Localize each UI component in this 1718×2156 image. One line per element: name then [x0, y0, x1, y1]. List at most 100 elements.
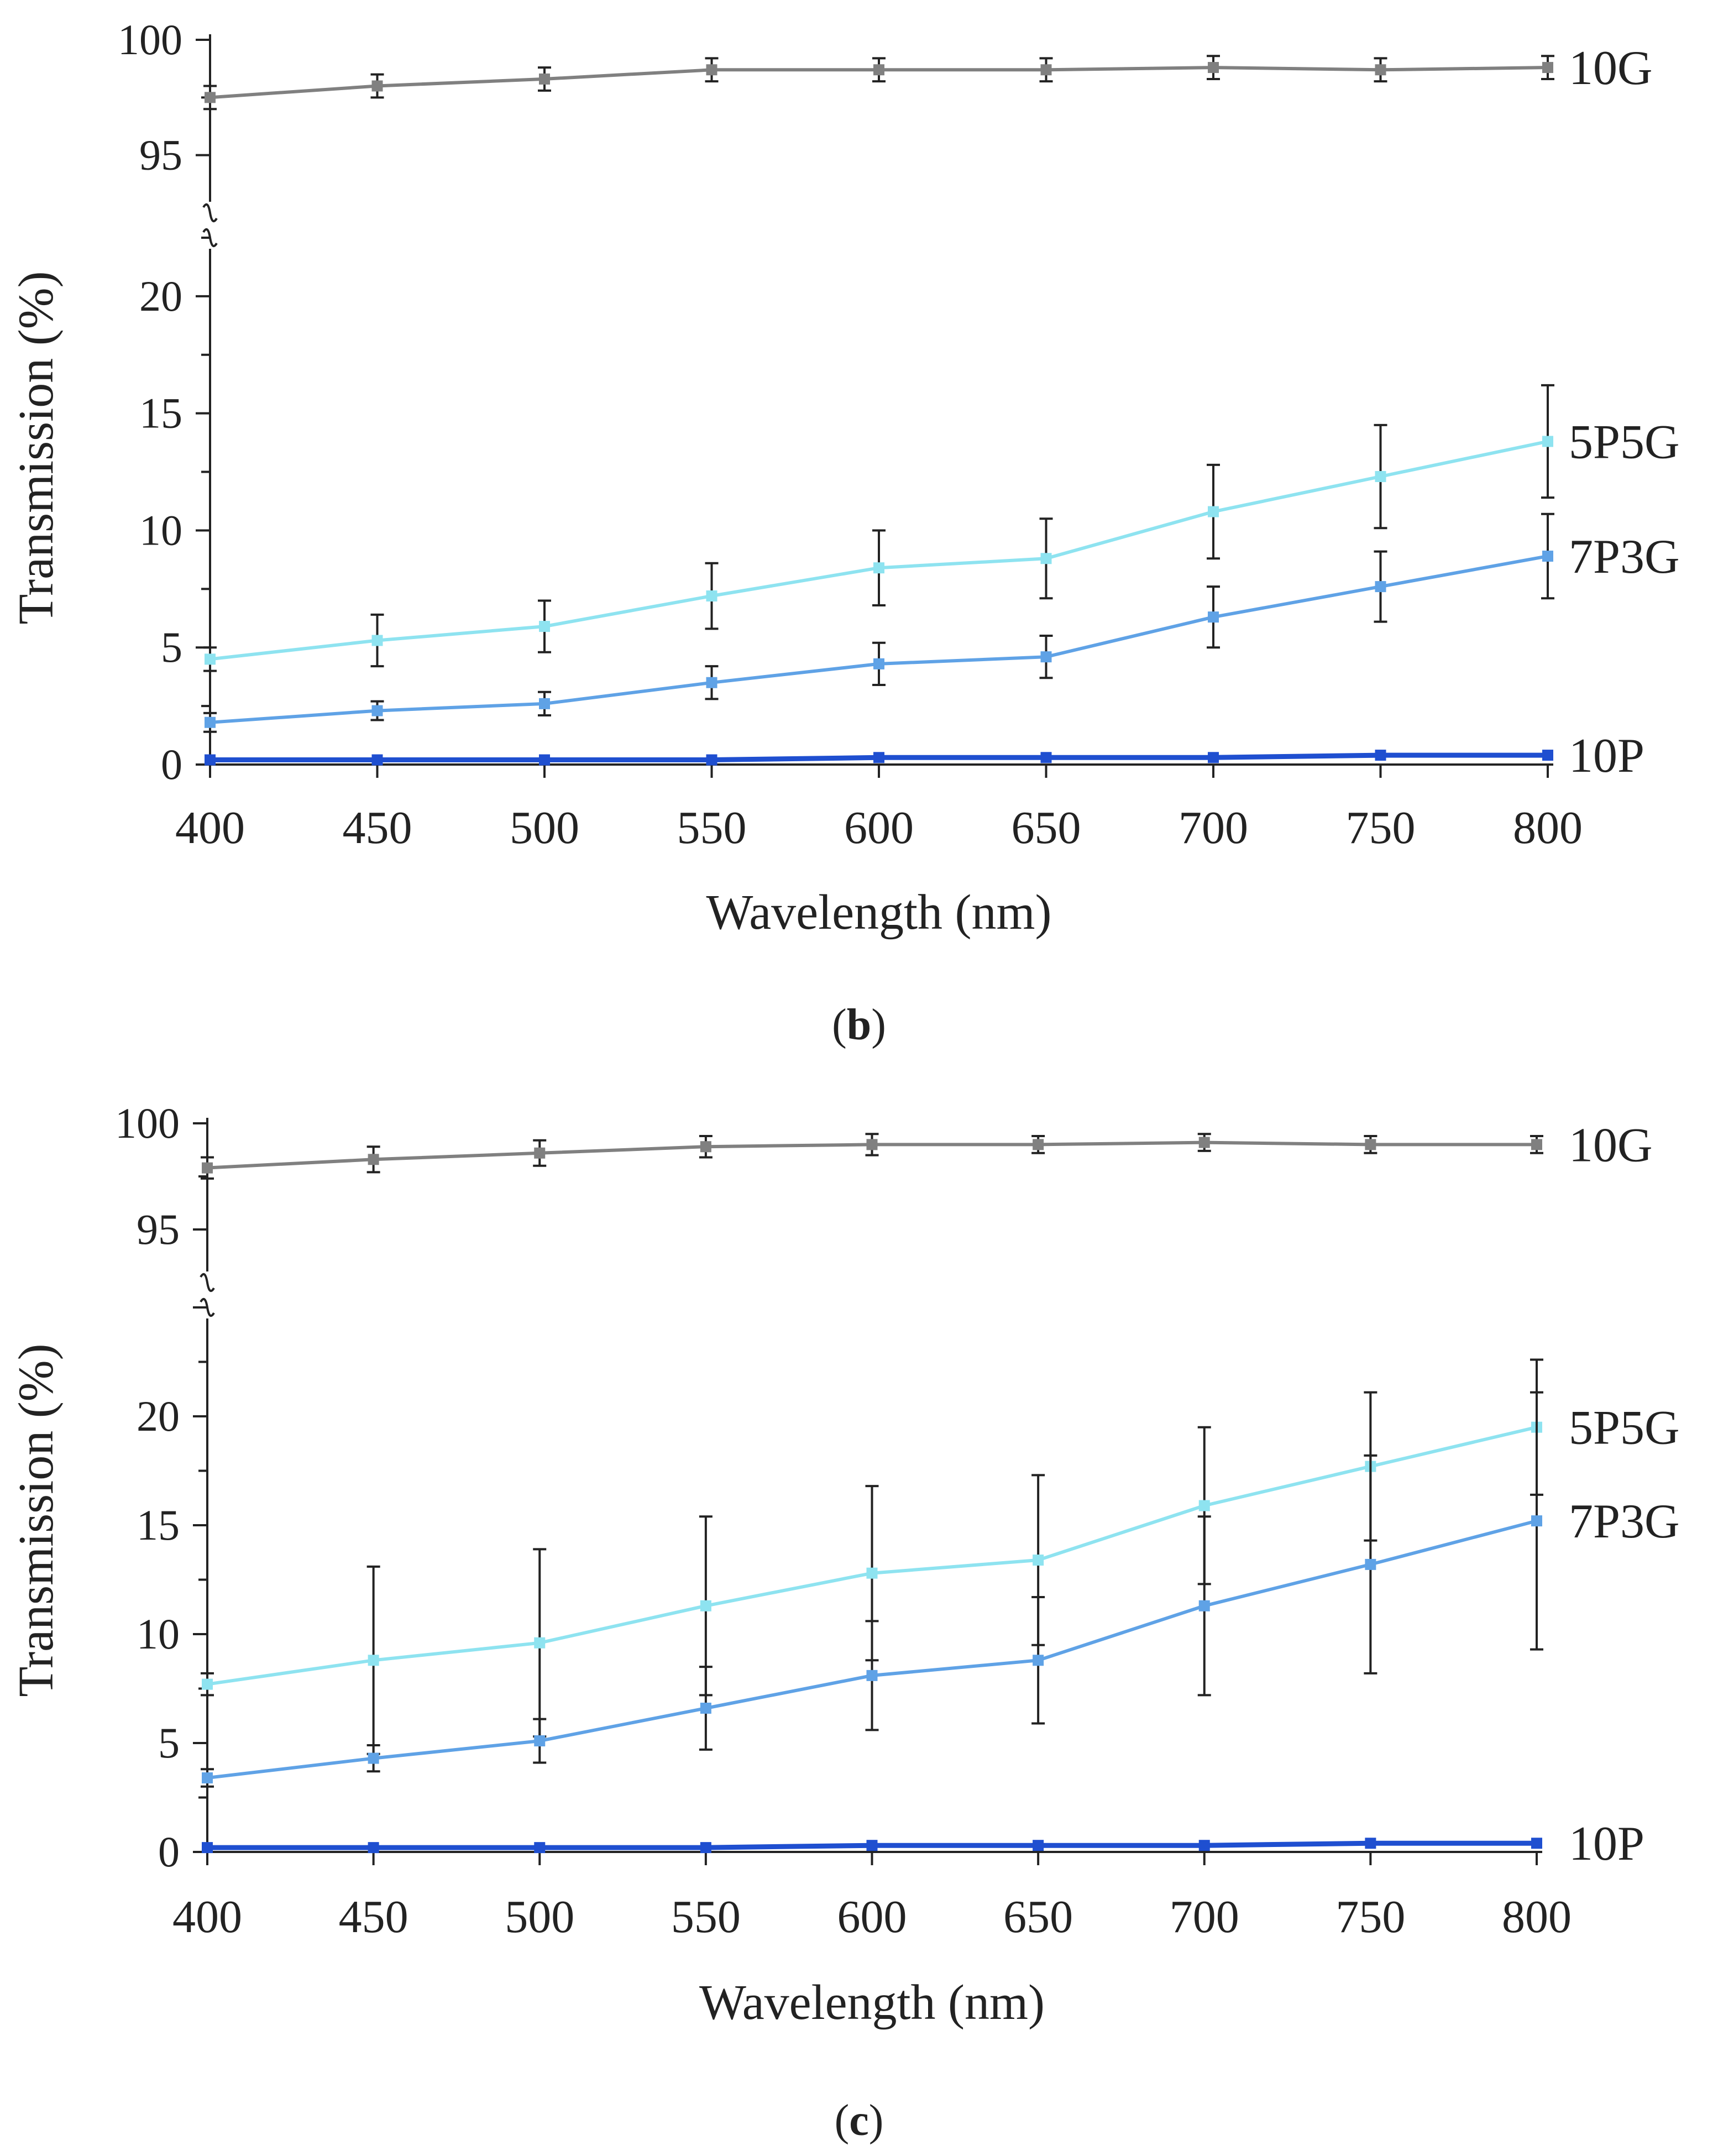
- x-axis-title: Wavelength (nm): [699, 1975, 1045, 2030]
- data-point: [205, 754, 216, 766]
- panel-caption: (b): [832, 1001, 886, 1049]
- data-point: [1208, 611, 1219, 623]
- x-tick-label: 500: [510, 802, 579, 854]
- data-point: [1040, 553, 1052, 564]
- data-point: [1208, 752, 1219, 763]
- x-tick-label: 400: [175, 802, 245, 854]
- series-label: 7P3G: [1569, 1495, 1680, 1548]
- y-tick-label: 0: [161, 740, 182, 788]
- data-point: [700, 1141, 711, 1153]
- y-tick-label: 5: [161, 623, 182, 671]
- data-point: [368, 1842, 379, 1854]
- y-tick-label: 20: [137, 1392, 180, 1440]
- data-point: [202, 1162, 213, 1174]
- data-point: [202, 1842, 213, 1854]
- x-tick-label: 400: [172, 1891, 242, 1943]
- data-point: [1033, 1555, 1044, 1566]
- series-10P: [205, 750, 1553, 766]
- data-point: [205, 92, 216, 103]
- y-axis-title: Transmission (%): [9, 1343, 64, 1697]
- series-label: 10P: [1569, 1817, 1644, 1871]
- data-point: [1198, 1500, 1210, 1511]
- data-point: [1531, 1139, 1542, 1150]
- series-label: 5P5G: [1569, 1401, 1680, 1455]
- data-point: [202, 1678, 213, 1690]
- caption-letter: b: [847, 1001, 872, 1049]
- x-tick-label: 800: [1513, 802, 1583, 854]
- data-point: [1531, 1515, 1542, 1527]
- data-point: [368, 1655, 379, 1666]
- panel-caption: (c): [835, 2096, 884, 2145]
- data-point: [873, 562, 884, 574]
- x-tick-label: 450: [343, 802, 412, 854]
- series-10G: [201, 1133, 1543, 1180]
- data-point: [866, 1567, 878, 1579]
- data-point: [539, 73, 550, 85]
- data-point: [202, 1772, 213, 1784]
- data-point: [534, 1147, 546, 1159]
- x-tick-label: 650: [1012, 802, 1081, 854]
- data-point: [1033, 1840, 1044, 1851]
- data-point: [706, 754, 717, 766]
- data-point: [1033, 1655, 1044, 1666]
- data-point: [1033, 1139, 1044, 1150]
- chart-panel-c: 0 5 10 15 20 95 100 400 450 500 550 600 650 700 750 800…: [9, 1099, 1680, 2145]
- data-point: [1208, 62, 1219, 74]
- x-tick-label: 750: [1346, 802, 1416, 854]
- data-point: [371, 80, 383, 92]
- data-point: [866, 1670, 878, 1681]
- series-10G: [203, 55, 1554, 111]
- x-tick-label: 700: [1178, 802, 1248, 854]
- y-tick-label: 15: [139, 389, 182, 437]
- x-tick-label: 550: [677, 802, 747, 854]
- x-tick-label: 650: [1003, 1891, 1073, 1943]
- data-point: [1365, 1139, 1376, 1150]
- data-point: [1531, 1838, 1542, 1849]
- y-tick-label: 10: [137, 1610, 180, 1658]
- series-label: 7P3G: [1569, 530, 1680, 584]
- data-point: [866, 1840, 878, 1851]
- caption-open-paren: (: [832, 1001, 847, 1049]
- data-point: [1208, 506, 1219, 517]
- series-label: 5P5G: [1569, 415, 1680, 469]
- data-point: [205, 716, 216, 728]
- caption-close-paren: ): [869, 2096, 884, 2145]
- data-point: [873, 752, 884, 763]
- series-label: 10P: [1569, 729, 1644, 783]
- caption-letter: c: [849, 2096, 869, 2145]
- data-point: [1542, 436, 1553, 447]
- data-point: [371, 754, 383, 766]
- data-point: [1365, 1838, 1376, 1849]
- y-tick-label: 95: [139, 131, 182, 179]
- y-tick-label: 0: [158, 1828, 180, 1876]
- data-point: [534, 1637, 546, 1649]
- data-point: [1365, 1558, 1376, 1570]
- data-point: [534, 1735, 546, 1747]
- y-tick-label: 20: [139, 272, 182, 320]
- data-point: [539, 698, 550, 709]
- x-axis-title: Wavelength (nm): [706, 885, 1051, 940]
- data-point: [539, 754, 550, 766]
- data-point: [1198, 1840, 1210, 1851]
- y-tick-label: 15: [137, 1501, 180, 1549]
- data-point: [706, 677, 717, 688]
- data-point: [1375, 64, 1386, 76]
- series-7P3G: [203, 512, 1554, 733]
- data-point: [700, 1702, 711, 1714]
- data-point: [700, 1600, 711, 1611]
- data-point: [205, 653, 216, 665]
- x-tick-label: 550: [671, 1891, 741, 1943]
- series-7P3G: [201, 1391, 1543, 1788]
- y-tick-label: 100: [118, 15, 182, 64]
- x-tick-label: 450: [339, 1891, 408, 1943]
- data-point: [368, 1154, 379, 1165]
- axis-break-mark: [202, 203, 218, 223]
- series-label: 10G: [1569, 1118, 1653, 1172]
- caption-close-paren: ): [871, 1001, 886, 1049]
- x-tick-label: 700: [1170, 1891, 1239, 1943]
- x-tick-label: 500: [505, 1891, 574, 1943]
- data-point: [706, 64, 717, 76]
- data-point: [371, 705, 383, 716]
- data-point: [1375, 471, 1386, 483]
